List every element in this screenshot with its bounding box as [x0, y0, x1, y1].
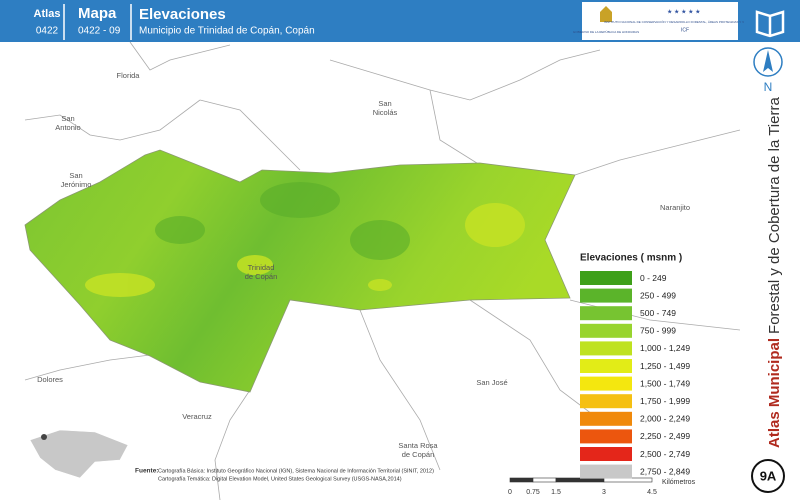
legend-label: 2,250 - 2,499 [640, 431, 690, 441]
legend-label: 1,500 - 1,749 [640, 378, 690, 388]
logo-emblem [600, 6, 612, 22]
subtitle: Municipio de Trinidad de Copán, Copán [139, 26, 315, 37]
logo-left: GOBIERNO DE LA REPÚBLICA DE HONDURAS [573, 29, 639, 34]
legend-label: 2,500 - 2,749 [640, 449, 690, 459]
legend-swatch [580, 411, 632, 426]
legend-swatch [580, 464, 632, 479]
source-line: Cartografía Básica: Instituto Geográfico… [158, 468, 434, 474]
place-label: Jerónimo [61, 180, 92, 189]
place-label: Trinidad [248, 263, 275, 272]
logo-right: INSTITUTO NACIONAL DE CONSERVACIÓN Y DES… [604, 19, 766, 24]
legend-swatch [580, 271, 632, 285]
scale-tick-label: 3 [602, 489, 606, 496]
scale-segment [509, 477, 534, 483]
scale-tick-label: 0 [508, 489, 512, 496]
badge-label: 9A [760, 468, 777, 483]
legend-label: 2,750 - 2,849 [640, 466, 690, 476]
place-labels: FloridaSanAntonioSanNicolásSanJerónimoNa… [37, 71, 690, 459]
place-label: San [69, 171, 82, 180]
north-arrow [763, 50, 773, 72]
legend-label: 1,250 - 1,499 [640, 361, 690, 371]
legend-swatch [580, 323, 632, 338]
atlas-code: 0422 [36, 26, 59, 37]
place-label: Veracruz [182, 412, 212, 421]
place-label: San José [476, 378, 507, 387]
place-label: San [378, 99, 391, 108]
scale-tick-label: 4.5 [647, 489, 657, 496]
source-line: Cartografía Temática: Digital Elevation … [158, 476, 402, 482]
inset-map [29, 429, 129, 479]
logo-stars: ★ ★ ★ ★ ★ [667, 9, 701, 16]
scale-bar: 0 0.75 1.5 3 4.5 [508, 477, 657, 496]
scale-tick-label: 0.75 [526, 489, 540, 496]
place-label: Antonio [55, 123, 80, 132]
scale-unit: Kilómetros [662, 479, 696, 486]
place-label: Naranjito [660, 203, 690, 212]
place-label: de Copán [402, 450, 435, 459]
legend-label: 0 - 249 [640, 273, 667, 283]
lowlands [155, 182, 410, 260]
place-label: de Copán [245, 272, 278, 281]
place-label: Florida [117, 71, 141, 80]
legend-label: 500 - 749 [640, 308, 676, 318]
highlands [85, 203, 525, 297]
municipality [24, 149, 576, 393]
legend-swatch [580, 376, 632, 391]
legend-label: 750 - 999 [640, 326, 676, 336]
legend-swatch [580, 429, 632, 444]
legend-swatch [580, 359, 632, 373]
side-title-bold: Atlas Municipal [766, 338, 783, 448]
badge [751, 459, 785, 493]
legend-swatch [580, 306, 632, 321]
side-title: Atlas Municipal Forestal y de Cobertura d… [766, 97, 783, 448]
title: Elevaciones [139, 6, 226, 23]
legend-swatch [580, 447, 632, 461]
place-label: Dolores [37, 375, 63, 384]
logo-acronym: ICF [681, 27, 689, 33]
legend-swatch [580, 394, 632, 409]
place-label: Nicolás [373, 108, 398, 117]
legend-swatch [580, 288, 632, 303]
legend-swatch [580, 341, 632, 356]
place-label: Santa Rosa [398, 441, 438, 450]
legend-label: 1,000 - 1,249 [640, 343, 690, 353]
legend-label: 250 - 499 [640, 290, 676, 300]
scale-segment [532, 477, 557, 483]
scale-tick-label: 1.5 [551, 489, 561, 496]
north-label: N [764, 80, 773, 94]
source-label: Fuente: [135, 468, 158, 475]
mapa-code: 0422 - 09 [78, 26, 121, 37]
atlas-label: Atlas [34, 8, 61, 20]
legend-title: Elevaciones ( msnm ) [580, 253, 682, 264]
mapa-label: Mapa [78, 5, 117, 22]
legend-label: 2,000 - 2,249 [640, 414, 690, 424]
legend-label: 1,750 - 1,999 [640, 396, 690, 406]
side-title-rest: Forestal y de Cobertura de la Tierra [766, 97, 783, 334]
inset-location [41, 434, 47, 440]
place-label: San [61, 114, 74, 123]
book-icon [755, 10, 785, 38]
legend: 0 - 249 250 - 499 500 - 749 750 - 999 1,000 … [580, 271, 690, 479]
